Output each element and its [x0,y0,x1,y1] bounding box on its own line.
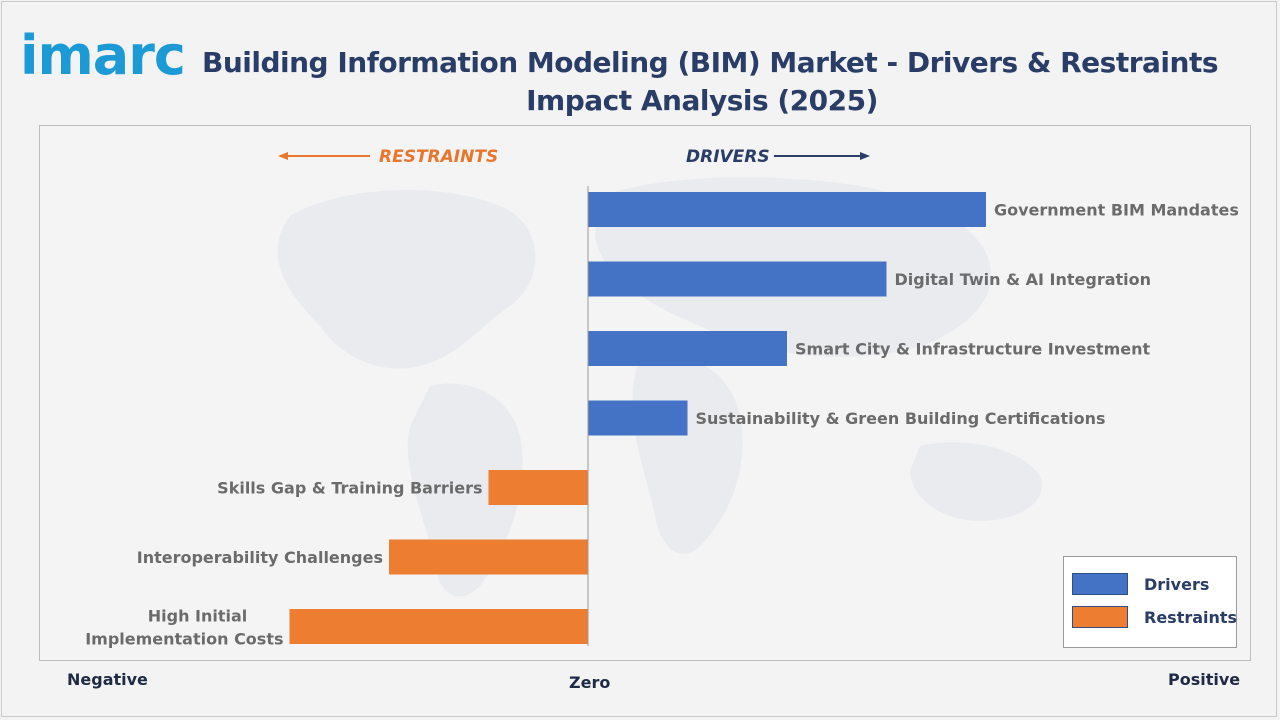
bar-skills-gap-training-barriers [488,470,588,505]
bar-label-interoperability-challenges: Interoperability Challenges [137,548,383,567]
chart-title-line-2: Impact Analysis (2025) [526,84,878,117]
bar-label-high-initial-implementation-costs: High Initial Implementation Costs [85,607,283,649]
bar-label-digital-twin-ai-integration: Digital Twin & AI Integration [895,270,1152,289]
bar-high-initial-implementation-costs [289,609,588,644]
imarc-logo: imarc [20,16,204,87]
legend-swatch-drivers [1072,573,1128,595]
world-map-watermark [277,177,1042,597]
legend-item-restraints: Restraints [1072,606,1237,630]
axis-zero-label: Zero [569,673,611,692]
logo-wordmark: imarc [20,24,185,80]
legend-label-restraints: Restraints [1144,608,1238,627]
bar-digital-twin-ai-integration [588,261,887,297]
bar-chart: RESTRAINTS DRIVERS Government BIM Mandate… [85,147,1239,649]
axis-positive-label: Positive [1168,670,1241,689]
legend-label-drivers: Drivers [1144,575,1210,594]
bar-government-bim-mandates [588,192,986,227]
chart-title-line-1: Building Information Modeling (BIM) Mark… [202,46,1219,79]
drivers-direction-label: DRIVERS [686,147,770,167]
bar-label-sustainability-green-building-certifications: Sustainability & Green Building Certific… [696,409,1106,428]
bar-label-smart-city-infrastructure-investment: Smart City & Infrastructure Investment [795,340,1150,359]
restraints-arrow-head-icon [278,152,288,160]
legend-item-drivers: Drivers [1072,573,1232,597]
restraints-direction-label: RESTRAINTS [379,147,498,167]
drivers-arrow-head-icon [860,152,870,160]
bar-interoperability-challenges [389,539,588,575]
chart-legend: Drivers Restraints [1063,556,1237,648]
legend-swatch-restraints [1072,606,1128,628]
bar-smart-city-infrastructure-investment [588,331,787,366]
plot-area: RESTRAINTS DRIVERS Government BIM Mandate… [39,125,1251,661]
bar-label-government-bim-mandates: Government BIM Mandates [994,201,1239,220]
bar-sustainability-green-building-certifications [588,400,688,436]
bar-label-skills-gap-training-barriers: Skills Gap & Training Barriers [217,479,482,498]
axis-negative-label: Negative [67,670,148,689]
